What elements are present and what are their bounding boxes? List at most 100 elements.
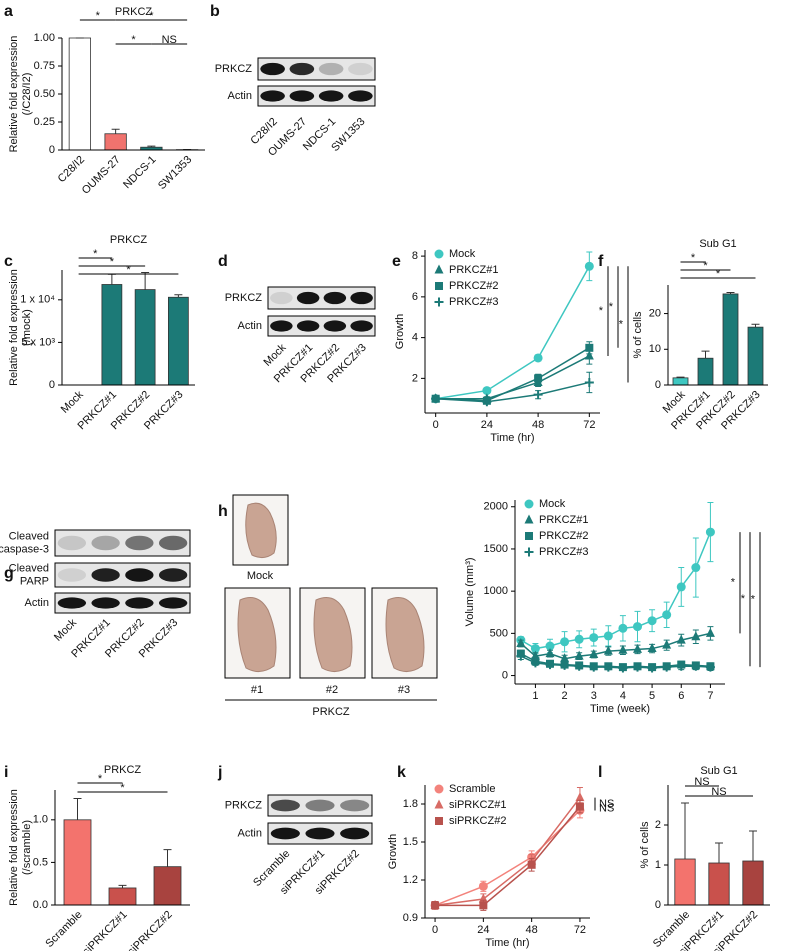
- marker: [589, 633, 599, 643]
- y-tick-label: 1: [655, 859, 661, 871]
- error-bar: [681, 802, 689, 859]
- blot-band: [323, 291, 347, 305]
- blot-row-label: PRKCZ: [225, 292, 263, 304]
- marker: [647, 663, 657, 673]
- marker: [575, 792, 585, 802]
- blot-band: [323, 320, 347, 332]
- error-bar: [107, 273, 116, 285]
- marker: [560, 637, 570, 647]
- bar: [63, 819, 92, 906]
- x-tick-label: 24: [481, 419, 493, 431]
- marker: [560, 653, 570, 663]
- x-axis-label: Time (hr): [490, 432, 534, 444]
- y-tick-label: 1000: [484, 585, 508, 597]
- x-tick-label: siPRKCZ#2: [126, 909, 175, 951]
- y-tick-label: 8: [412, 250, 418, 262]
- blot-band: [270, 291, 293, 305]
- marker: [647, 616, 657, 626]
- blot-row-label: Actin: [228, 90, 252, 102]
- blot-band: [91, 535, 120, 551]
- blot-band: [340, 827, 370, 840]
- marker: [603, 662, 613, 672]
- marker: [705, 627, 715, 637]
- blot-strip: [267, 315, 376, 337]
- marker: [662, 662, 672, 672]
- blot-row-label: Actin: [238, 827, 262, 839]
- marker: [676, 582, 686, 592]
- bar: [134, 289, 156, 386]
- marker: [479, 901, 488, 910]
- marker: [691, 661, 701, 671]
- marker: [435, 282, 443, 290]
- bar: [108, 887, 137, 906]
- panel-letter: f: [598, 253, 604, 270]
- significance-label: *: [691, 252, 696, 264]
- significance-label: NS: [694, 776, 709, 788]
- marker: [589, 662, 599, 672]
- blot-band: [91, 597, 120, 609]
- error-bar: [118, 884, 127, 888]
- series-line: [435, 355, 590, 400]
- mouse-image: [313, 597, 353, 672]
- chart-title: Sub G1: [700, 765, 737, 777]
- comparison-label: *: [741, 593, 746, 605]
- marker: [633, 662, 642, 672]
- y-tick-label: 2000: [484, 501, 508, 513]
- marker: [691, 563, 701, 573]
- marker: [584, 261, 594, 271]
- legend-label: PRKCZ#1: [539, 514, 589, 526]
- error-bar: [141, 272, 150, 290]
- series-line: [434, 797, 581, 907]
- legend-label: siPRKCZ#2: [449, 815, 506, 827]
- marker: [534, 374, 543, 383]
- error-bar: [701, 350, 710, 359]
- comparison-label: *: [619, 318, 624, 330]
- x-tick-label: 72: [574, 924, 586, 936]
- significance-label: *: [703, 260, 708, 272]
- x-tick-label: Mock: [59, 388, 86, 415]
- x-tick-label: 4: [620, 690, 626, 702]
- blot-band: [340, 799, 370, 812]
- group-label: PRKCZ: [312, 706, 350, 718]
- x-tick-label: 24: [477, 924, 489, 936]
- y-tick-label: 6: [412, 291, 418, 303]
- y-tick-label: 1.2: [403, 874, 418, 886]
- y-axis-label: Relative fold expression: [8, 36, 20, 153]
- error-bar: [73, 798, 82, 820]
- y-axis-label: (/C28/I2): [21, 73, 33, 116]
- marker: [618, 663, 628, 673]
- significance-label: *: [716, 268, 721, 280]
- marker: [434, 799, 444, 809]
- significance-label: *: [110, 256, 115, 268]
- blot-band: [57, 535, 87, 551]
- marker: [633, 643, 642, 653]
- marker: [545, 660, 555, 670]
- bar: [697, 357, 714, 386]
- legend-label: Scramble: [449, 783, 495, 795]
- marker: [533, 353, 543, 363]
- blot-band: [289, 62, 315, 76]
- blot-band: [270, 827, 300, 840]
- y-axis-label: Growth: [394, 314, 406, 349]
- marker: [584, 350, 594, 360]
- y-tick-label: 1500: [484, 543, 508, 555]
- significance-label: NS: [711, 786, 726, 798]
- legend-label: PRKCZ#3: [449, 296, 499, 308]
- series-line: [435, 265, 590, 400]
- y-axis-label: (/mock): [21, 309, 33, 346]
- photo-label: #1: [251, 684, 263, 696]
- blot-row-label: Actin: [238, 320, 262, 332]
- bar: [674, 858, 696, 906]
- y-tick-label: 0.75: [34, 60, 55, 72]
- blot-band: [57, 597, 87, 609]
- mouse-photos: Mock #1 #2 #3 PRKCZ: [224, 494, 438, 718]
- blot-row-label: PRKCZ: [215, 63, 253, 75]
- legend-label: siPRKCZ#1: [449, 799, 506, 811]
- legend-label: PRKCZ#2: [449, 280, 499, 292]
- marker: [435, 817, 443, 825]
- blot-row-label: PRKCZ: [225, 799, 263, 811]
- marker: [585, 343, 594, 352]
- marker: [603, 631, 613, 641]
- marker: [584, 377, 594, 387]
- y-tick-label: 2: [655, 819, 661, 831]
